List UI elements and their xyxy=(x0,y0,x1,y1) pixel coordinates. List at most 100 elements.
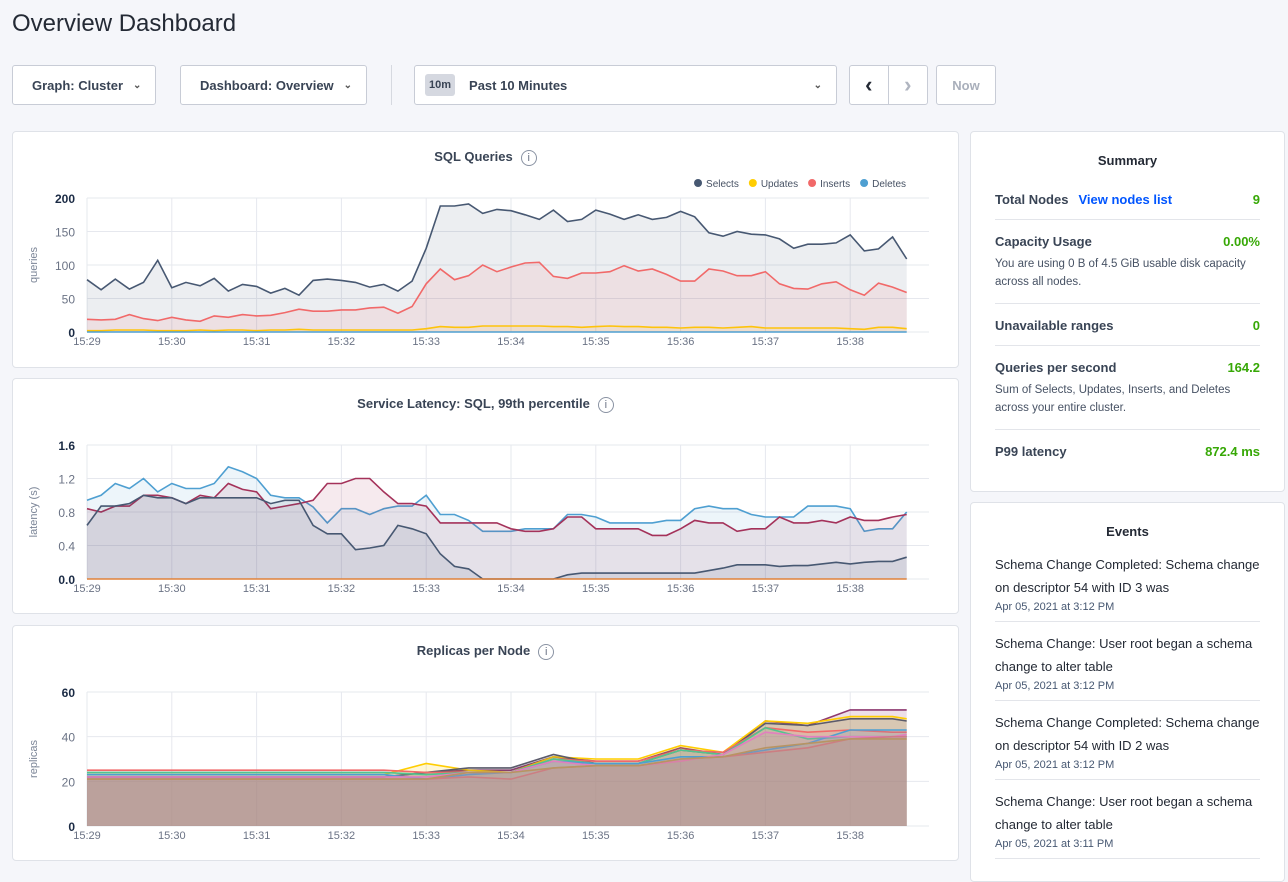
x-tick-label: 15:32 xyxy=(328,583,356,595)
series-area xyxy=(87,716,907,826)
qps-label: Queries per second xyxy=(995,360,1117,375)
events-title: Events xyxy=(1106,524,1149,539)
series-area xyxy=(87,495,907,579)
y-tick-label: 20 xyxy=(62,775,76,789)
next-button[interactable]: › xyxy=(904,72,912,97)
qps-value: 164.2 xyxy=(1227,360,1260,375)
y-tick-label: 0.8 xyxy=(58,506,75,520)
service-latency-plot: 0.0 0.4 0.8 1.2 1.6 15:29 15:30 15:31 15:32 15:33… xyxy=(28,439,929,595)
x-tick-label: 15:29 xyxy=(73,336,101,348)
y-tick-label: 50 xyxy=(62,293,76,307)
event-text: Schema Change Completed: Schema change o… xyxy=(995,557,1260,595)
event-item[interactable]: Schema Change Completed: Schema change o… xyxy=(995,543,1260,622)
x-tick-label: 15:35 xyxy=(582,336,610,348)
x-tick-label: 15:38 xyxy=(836,830,864,842)
legend-label: Deletes xyxy=(872,179,906,190)
p99-label: P99 latency xyxy=(995,444,1067,459)
sql-queries-chart: SQL Queries i 0 50 100 150 200 15:29 15:30 15:31… xyxy=(12,131,959,368)
event-date: Apr 05, 2021 at 3:12 PM xyxy=(995,680,1115,692)
series-line xyxy=(86,261,907,323)
x-tick-label: 15:37 xyxy=(752,583,780,595)
x-tick-label: 15:32 xyxy=(328,830,356,842)
chart-title: SQL Queries xyxy=(434,149,513,164)
unavailable-label: Unavailable ranges xyxy=(995,318,1114,333)
time-range-label: Past 10 Minutes xyxy=(469,77,568,93)
y-tick-label: 100 xyxy=(55,259,75,273)
dashboard-select-label: Dashboard: Overview xyxy=(200,77,334,93)
legend-marker xyxy=(694,179,703,187)
x-tick-label: 15:37 xyxy=(752,830,780,842)
event-text: Schema Change Completed: Schema change o… xyxy=(995,715,1260,753)
series-area xyxy=(87,709,907,826)
view-nodes-link[interactable]: View nodes list xyxy=(1078,192,1173,207)
series-area xyxy=(87,466,907,579)
x-tick-label: 15:30 xyxy=(158,336,186,348)
x-tick-label: 15:38 xyxy=(836,583,864,595)
y-tick-label: 1.2 xyxy=(58,473,75,487)
summary-panel: Summary Total Nodes View nodes list 9 Capa… xyxy=(970,131,1285,492)
y-tick-label: 150 xyxy=(55,226,75,240)
time-nav: ‹ › xyxy=(849,65,928,105)
x-tick-label: 15:32 xyxy=(328,336,356,348)
previous-button[interactable]: ‹ xyxy=(850,66,889,104)
dashboard-select[interactable]: Dashboard: Overview ⌄ xyxy=(180,65,367,105)
replicas-per-node-plot: 0 20 40 60 15:29 15:30 15:31 15:32 15:33 15:34 15:… xyxy=(28,686,929,842)
unavailable-value: 0 xyxy=(1252,318,1260,333)
series-area xyxy=(87,727,907,826)
time-range-select[interactable]: 10m Past 10 Minutes ⌄ xyxy=(414,65,837,105)
y-tick-label: 0.4 xyxy=(58,540,75,554)
graph-select[interactable]: Graph: Cluster ⌄ xyxy=(12,65,156,105)
info-icon[interactable]: i xyxy=(597,396,614,413)
y-tick-label: 0.0 xyxy=(58,573,75,587)
total-nodes-value: 9 xyxy=(1252,192,1260,207)
page-title: Overview Dashboard xyxy=(12,10,237,37)
x-tick-label: 15:38 xyxy=(836,336,864,348)
legend-marker xyxy=(860,179,869,187)
y-axis-label: latency (s) xyxy=(28,487,40,538)
event-date: Apr 05, 2021 at 3:12 PM xyxy=(995,759,1115,771)
event-date: Apr 05, 2021 at 3:11 PM xyxy=(995,838,1114,850)
event-item[interactable]: Schema Change: User root began a schema … xyxy=(995,622,1260,701)
y-tick-label: 0 xyxy=(68,326,75,340)
series-area xyxy=(87,738,907,826)
summary-p99: P99 latency 872.4 ms xyxy=(995,430,1260,471)
graph-select-label: Graph: Cluster xyxy=(32,77,124,93)
summary-total-nodes: Total Nodes View nodes list 9 xyxy=(995,178,1260,220)
qps-description: Sum of Selects, Updates, Inserts, and De… xyxy=(995,384,1231,414)
replicas-per-node-chart: Replicas per Node i 0 20 40 60 15:29 15:30 15:3… xyxy=(12,625,959,861)
p99-value: 872.4 ms xyxy=(1205,444,1260,459)
x-tick-label: 15:30 xyxy=(158,830,186,842)
x-tick-label: 15:29 xyxy=(73,583,101,595)
legend-marker xyxy=(808,179,817,187)
legend-label: Updates xyxy=(761,179,798,190)
x-tick-label: 15:33 xyxy=(412,830,440,842)
series-area xyxy=(87,478,907,579)
series-line xyxy=(87,738,907,780)
capacity-label: Capacity Usage xyxy=(995,234,1092,249)
series-area xyxy=(87,262,907,332)
series-line xyxy=(86,203,908,297)
x-tick-label: 15:31 xyxy=(243,583,271,595)
series-line xyxy=(86,465,908,533)
events-panel: Events Schema Change Completed: Schema c… xyxy=(970,502,1285,882)
y-axis-label: replicas xyxy=(28,740,40,778)
chevron-down-icon: ⌄ xyxy=(813,79,822,91)
info-icon[interactable]: i xyxy=(520,149,537,166)
info-icon[interactable]: i xyxy=(538,643,555,660)
now-button[interactable]: Now xyxy=(936,65,996,105)
time-badge: 10m xyxy=(425,74,456,96)
sql-queries-plot: 0 50 100 150 200 15:29 15:30 15:31 15:32 15:33 15:… xyxy=(28,179,929,348)
toolbar-divider xyxy=(391,65,392,105)
x-tick-label: 15:31 xyxy=(243,830,271,842)
event-item[interactable]: Schema Change: User root began a schema … xyxy=(995,780,1260,859)
x-tick-label: 15:33 xyxy=(412,583,440,595)
event-item[interactable]: Schema Change Completed: Schema change o… xyxy=(995,701,1260,780)
y-tick-label: 40 xyxy=(62,731,76,745)
x-tick-label: 15:36 xyxy=(667,336,695,348)
legend-marker xyxy=(748,179,757,187)
chevron-down-icon: ⌄ xyxy=(133,79,142,91)
series-line xyxy=(87,325,907,332)
x-tick-label: 15:36 xyxy=(667,583,695,595)
summary-qps: Queries per second 164.2 Sum of Selects, U… xyxy=(995,346,1260,430)
chart-title: Service Latency: SQL, 99th percentile xyxy=(357,396,590,411)
